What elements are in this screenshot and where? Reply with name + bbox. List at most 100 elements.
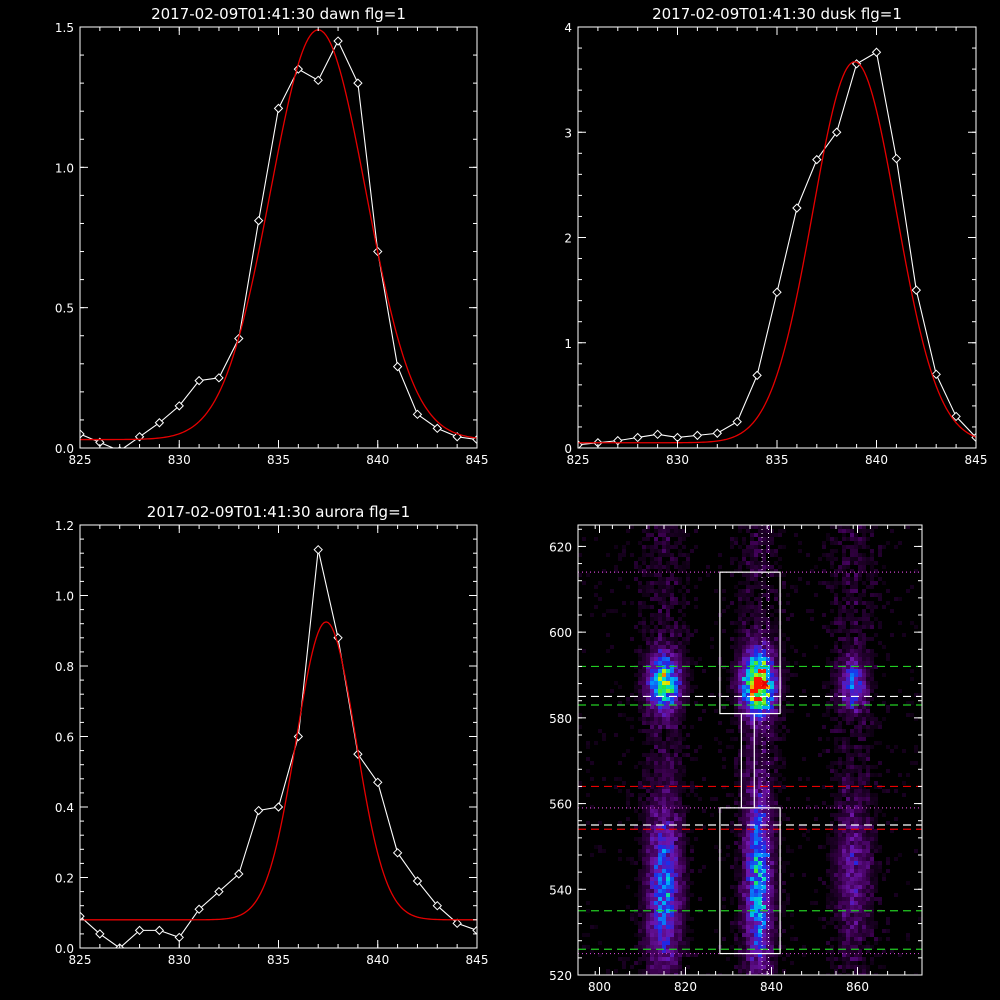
data-point-marker <box>214 373 224 383</box>
heatmap-pixel <box>638 761 642 765</box>
heatmap-pixel <box>858 633 862 637</box>
heatmap-pixel <box>666 577 670 581</box>
heatmap-pixel <box>870 929 874 933</box>
heatmap-pixel <box>838 685 842 689</box>
heatmap-pixel <box>854 829 858 833</box>
heatmap-pixel <box>870 717 874 721</box>
heatmap-pixel <box>870 577 874 581</box>
heatmap-pixel <box>770 837 774 841</box>
heatmap-pixel <box>790 645 794 649</box>
heatmap-pixel <box>906 713 910 717</box>
heatmap-pixel <box>646 729 650 733</box>
heatmap-pixel <box>774 673 778 677</box>
heatmap-pixel <box>762 617 766 621</box>
heatmap-pixel <box>786 817 790 821</box>
heatmap-pixel <box>878 625 882 629</box>
heatmap-pixel <box>862 753 866 757</box>
heatmap-pixel <box>746 645 750 649</box>
heatmap-pixel <box>854 881 858 885</box>
heatmap-pixel <box>766 685 770 689</box>
heatmap-pixel <box>834 749 838 753</box>
heatmap-pixel <box>770 949 774 953</box>
heatmap-pixel <box>866 529 870 533</box>
heatmap-pixel <box>830 881 834 885</box>
heatmap-pixel <box>842 569 846 573</box>
heatmap-pixel <box>770 629 774 633</box>
heatmap-pixel <box>862 709 866 713</box>
heatmap-pixel <box>666 677 670 681</box>
heatmap-pixel <box>766 677 770 681</box>
heatmap-pixel <box>742 681 746 685</box>
heatmap-pixel <box>766 585 770 589</box>
heatmap-pixel <box>598 729 602 733</box>
heatmap-pixel <box>758 609 762 613</box>
heatmap-pixel <box>686 889 690 893</box>
heatmap-pixel <box>746 857 750 861</box>
heatmap-pixel <box>654 629 658 633</box>
heatmap-pixel <box>678 749 682 753</box>
heatmap-pixel <box>646 865 650 869</box>
heatmap-pixel <box>682 949 686 953</box>
heatmap-pixel <box>846 849 850 853</box>
heatmap-pixel <box>830 777 834 781</box>
heatmap-pixel <box>830 897 834 901</box>
heatmap-pixel <box>790 937 794 941</box>
heatmap-pixel <box>662 965 666 969</box>
heatmap-pixel <box>902 633 906 637</box>
heatmap-pixel <box>730 645 734 649</box>
heatmap-pixel <box>846 577 850 581</box>
heatmap-pixel <box>666 549 670 553</box>
heatmap-pixel <box>882 673 886 677</box>
heatmap-pixel <box>842 781 846 785</box>
heatmap-pixel <box>834 645 838 649</box>
heatmap-pixel <box>678 805 682 809</box>
heatmap-pixel <box>758 885 762 889</box>
heatmap-pixel <box>646 933 650 937</box>
heatmap-pixel <box>642 769 646 773</box>
heatmap-pixel <box>662 605 666 609</box>
heatmap-pixel <box>858 545 862 549</box>
heatmap-pixel <box>914 973 918 975</box>
heatmap-pixel <box>850 965 854 969</box>
heatmap-pixel <box>850 825 854 829</box>
heatmap-pixel <box>734 877 738 881</box>
heatmap-pixel <box>762 709 766 713</box>
heatmap-pixel <box>774 957 778 961</box>
heatmap-pixel <box>770 781 774 785</box>
heatmap-pixel <box>730 637 734 641</box>
heatmap-pixel <box>770 897 774 901</box>
heatmap-pixel <box>670 633 674 637</box>
heatmap-pixel <box>642 753 646 757</box>
heatmap-pixel <box>678 909 682 913</box>
heatmap-pixel <box>678 565 682 569</box>
heatmap-pixel <box>754 841 758 845</box>
heatmap-pixel <box>758 713 762 717</box>
heatmap-pixel <box>762 637 766 641</box>
heatmap-pixel <box>686 733 690 737</box>
heatmap-pixel <box>642 949 646 953</box>
heatmap-pixel <box>782 705 786 709</box>
heatmap-pixel <box>842 729 846 733</box>
heatmap-pixel <box>658 597 662 601</box>
heatmap-pixel <box>710 637 714 641</box>
heatmap-pixel <box>650 657 654 661</box>
heatmap-pixel <box>850 613 854 617</box>
heatmap-pixel <box>854 869 858 873</box>
heatmap-pixel <box>862 637 866 641</box>
heatmap-pixel <box>678 641 682 645</box>
heatmap-pixel <box>778 529 782 533</box>
heatmap-pixel <box>738 845 742 849</box>
heatmap-pixel <box>674 837 678 841</box>
heatmap-pixel <box>878 965 882 969</box>
heatmap-pixel <box>666 929 670 933</box>
heatmap-pixel <box>858 897 862 901</box>
heatmap-pixel <box>834 813 838 817</box>
heatmap-pixel <box>866 849 870 853</box>
heatmap-pixel <box>838 889 842 893</box>
heatmap-pixel <box>670 761 674 765</box>
heatmap-pixel <box>774 801 778 805</box>
heatmap-pixel <box>666 729 670 733</box>
heatmap-pixel <box>646 529 650 533</box>
heatmap-pixel <box>618 821 622 825</box>
heatmap-pixel <box>774 533 778 537</box>
